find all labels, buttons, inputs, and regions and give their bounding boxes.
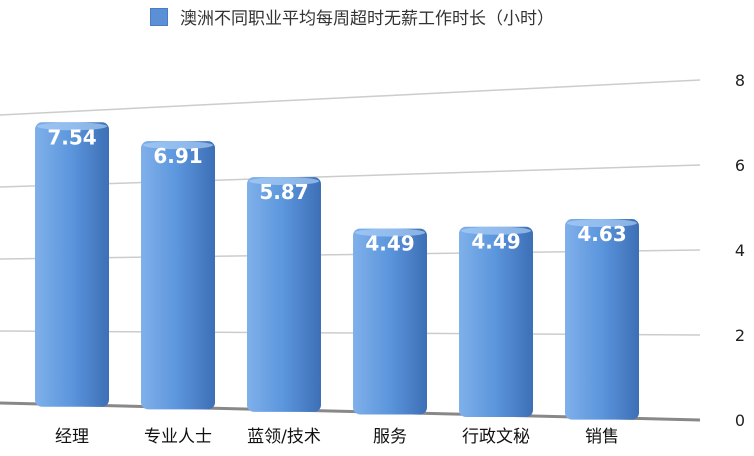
- data-label: 6.91: [153, 144, 202, 168]
- bar-top: [37, 122, 107, 131]
- gridline: [0, 79, 701, 116]
- x-tick-label: 销售: [585, 427, 619, 447]
- x-tick-label: 服务: [373, 427, 407, 447]
- legend-swatch: [150, 7, 168, 26]
- data-label: 7.54: [47, 125, 96, 149]
- data-label: 4.49: [365, 232, 414, 256]
- x-tick-label: 专业人士: [144, 427, 212, 447]
- x-tick-label: 经理: [55, 427, 89, 447]
- x-tick-label: 行政文秘: [462, 427, 530, 447]
- bar: [459, 226, 533, 418]
- y-tick-label: 0: [735, 411, 745, 430]
- y-tick-label: 4: [735, 241, 745, 260]
- bar: [565, 219, 639, 420]
- bar: [353, 228, 427, 415]
- bar-top: [355, 228, 425, 237]
- bar: [141, 141, 215, 410]
- x-tick-label: 蓝领/技术: [247, 427, 321, 447]
- bar-top: [249, 177, 319, 186]
- bar-top: [143, 141, 213, 150]
- gridline: [0, 164, 701, 188]
- bar-top: [567, 219, 637, 228]
- y-tick-label: 6: [735, 156, 745, 175]
- y-tick-label: 8: [735, 71, 745, 90]
- data-label: 4.63: [577, 222, 626, 246]
- bar-top: [461, 226, 531, 235]
- data-label: 5.87: [259, 180, 308, 204]
- bar: [35, 122, 109, 407]
- legend-label: 澳洲不同职业平均每周超时无薪工作时长（小时）: [180, 9, 554, 29]
- bar: [247, 177, 321, 412]
- legend: 澳洲不同职业平均每周超时无薪工作时长（小时）: [150, 4, 554, 29]
- y-tick-label: 2: [735, 326, 745, 345]
- data-label: 4.49: [471, 230, 520, 254]
